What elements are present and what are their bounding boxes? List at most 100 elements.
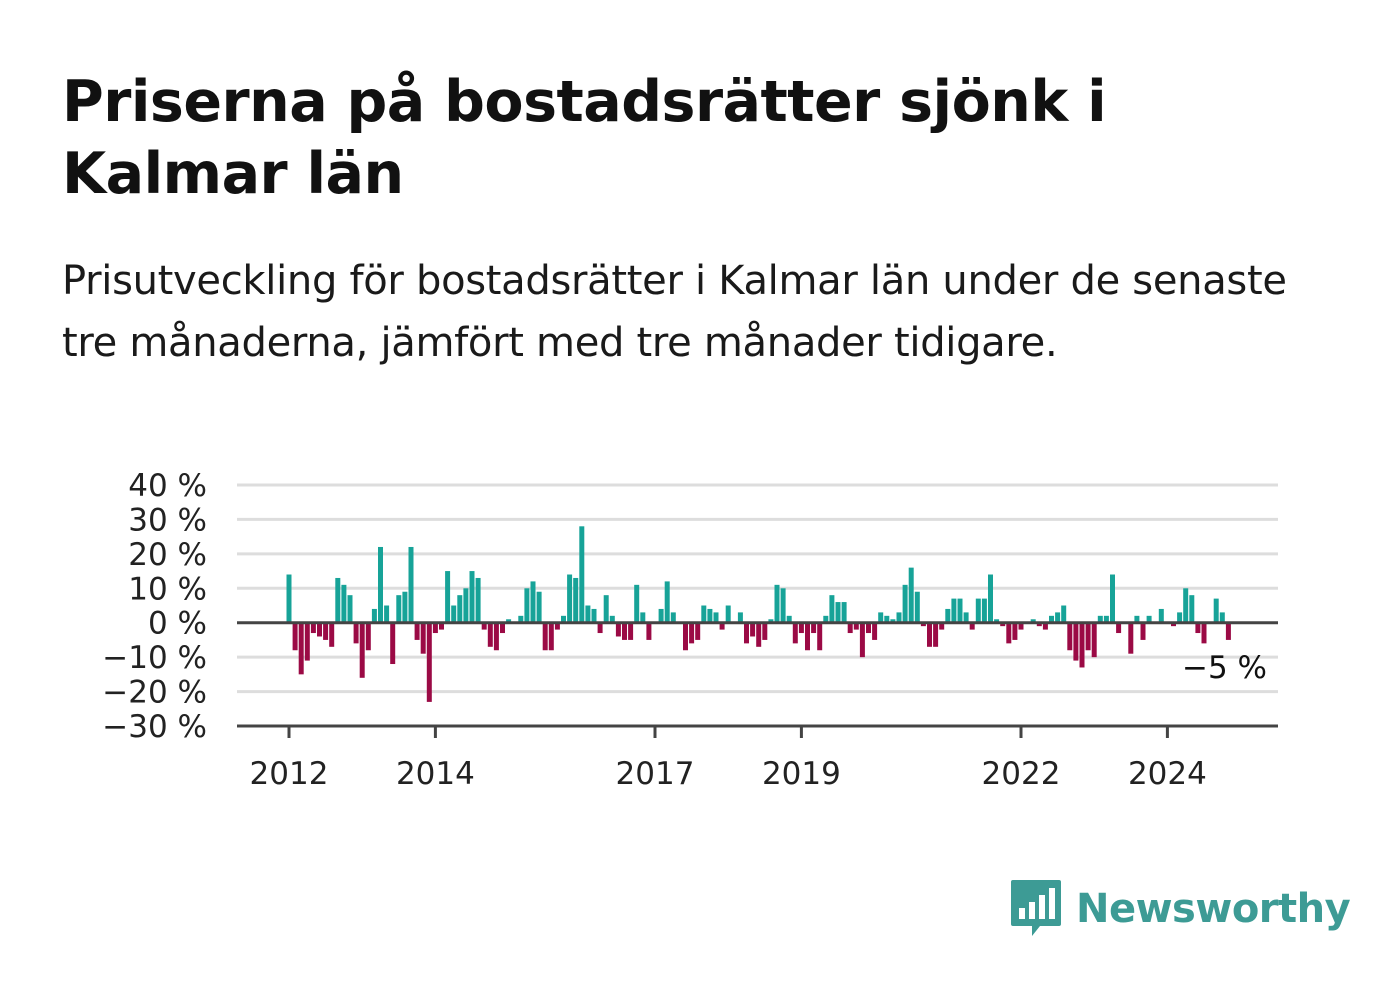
- bar: [481, 622, 487, 630]
- bar: [567, 574, 573, 623]
- bar: [981, 598, 987, 623]
- bar: [1000, 622, 1006, 627]
- bar: [506, 619, 512, 623]
- bar: [554, 622, 560, 630]
- bar: [341, 584, 347, 623]
- bar: [701, 605, 707, 623]
- bar: [1042, 622, 1048, 630]
- y-tick-label: −20 %: [102, 675, 207, 711]
- bar: [1110, 574, 1115, 623]
- bar: [994, 619, 1000, 623]
- bar: [1201, 622, 1207, 644]
- bar: [756, 622, 762, 647]
- bar: [396, 595, 402, 623]
- bar: [1140, 622, 1146, 640]
- bar: [1061, 605, 1067, 623]
- bar: [939, 622, 945, 630]
- bar: [536, 591, 542, 623]
- bar: [927, 622, 932, 647]
- bar: [988, 574, 993, 623]
- bar: [609, 615, 615, 623]
- bar: [762, 622, 768, 640]
- bar: [658, 608, 664, 623]
- bar: [1085, 622, 1091, 651]
- bar: [500, 622, 505, 634]
- bar: [524, 588, 530, 623]
- bar: [920, 622, 926, 627]
- bar: [1049, 615, 1054, 623]
- bar: [439, 622, 444, 630]
- bar: [585, 605, 591, 623]
- bar: [933, 622, 939, 647]
- bar: [780, 588, 786, 623]
- bar: [1055, 612, 1061, 623]
- y-axis-labels: 40 %30 %20 %10 %0 %−10 %−20 %−30 %: [102, 468, 207, 745]
- bar: [292, 622, 298, 651]
- y-tick-label: 40 %: [128, 468, 207, 504]
- y-tick-label: 30 %: [128, 502, 207, 538]
- bar: [829, 595, 835, 623]
- bar: [896, 612, 902, 623]
- bar: [329, 622, 335, 647]
- bar: [347, 595, 353, 623]
- bar: [408, 546, 414, 623]
- bar: [1158, 608, 1164, 623]
- x-tick-label: 2012: [250, 756, 329, 792]
- bar: [798, 622, 804, 634]
- bar: [371, 608, 377, 623]
- bar: [304, 622, 310, 661]
- x-tick-label: 2017: [616, 756, 695, 792]
- bar: [951, 598, 957, 623]
- bar: [878, 612, 884, 623]
- bar: [689, 622, 695, 644]
- bar: [683, 622, 688, 651]
- bar: [628, 622, 634, 640]
- bar: [493, 622, 499, 651]
- bar: [963, 612, 969, 623]
- bar: [353, 622, 359, 644]
- bar: [1213, 598, 1219, 623]
- bar: [969, 622, 975, 630]
- y-tick-label: −10 %: [102, 640, 207, 676]
- bar: [792, 622, 798, 644]
- bar: [1183, 588, 1189, 623]
- newsworthy-logo-icon: [1011, 880, 1061, 936]
- bar: [420, 622, 426, 654]
- bar: [335, 577, 341, 623]
- bar: [908, 567, 914, 623]
- bar: [835, 602, 841, 623]
- bar: [426, 622, 432, 702]
- bar: [463, 588, 469, 623]
- bar: [1079, 622, 1085, 668]
- bar: [725, 605, 731, 623]
- bar: [1073, 622, 1079, 661]
- bar: [859, 622, 865, 658]
- bar: [390, 622, 396, 665]
- bar: [518, 615, 524, 623]
- bar: [603, 595, 609, 623]
- bar: [475, 577, 481, 623]
- axes: [237, 621, 1278, 738]
- bar: [890, 619, 896, 623]
- x-tick-label: 2019: [762, 756, 841, 792]
- bar: [884, 615, 890, 623]
- bar: [707, 608, 713, 623]
- bar: [615, 622, 621, 637]
- bar: [975, 598, 981, 623]
- bar: [823, 615, 829, 623]
- bar: [768, 619, 774, 623]
- bar: [664, 581, 670, 623]
- bar: [298, 622, 304, 675]
- bar: [487, 622, 493, 647]
- bar: [945, 608, 951, 623]
- bar: [634, 584, 640, 623]
- bar: [365, 622, 371, 651]
- y-tick-label: 10 %: [128, 571, 207, 607]
- bar: [640, 612, 646, 623]
- bar: [853, 622, 859, 630]
- bar: [597, 622, 603, 634]
- bar: [451, 605, 457, 623]
- last-value-label: −5 %: [1182, 650, 1267, 686]
- bar: [286, 574, 292, 623]
- bar: [378, 546, 383, 623]
